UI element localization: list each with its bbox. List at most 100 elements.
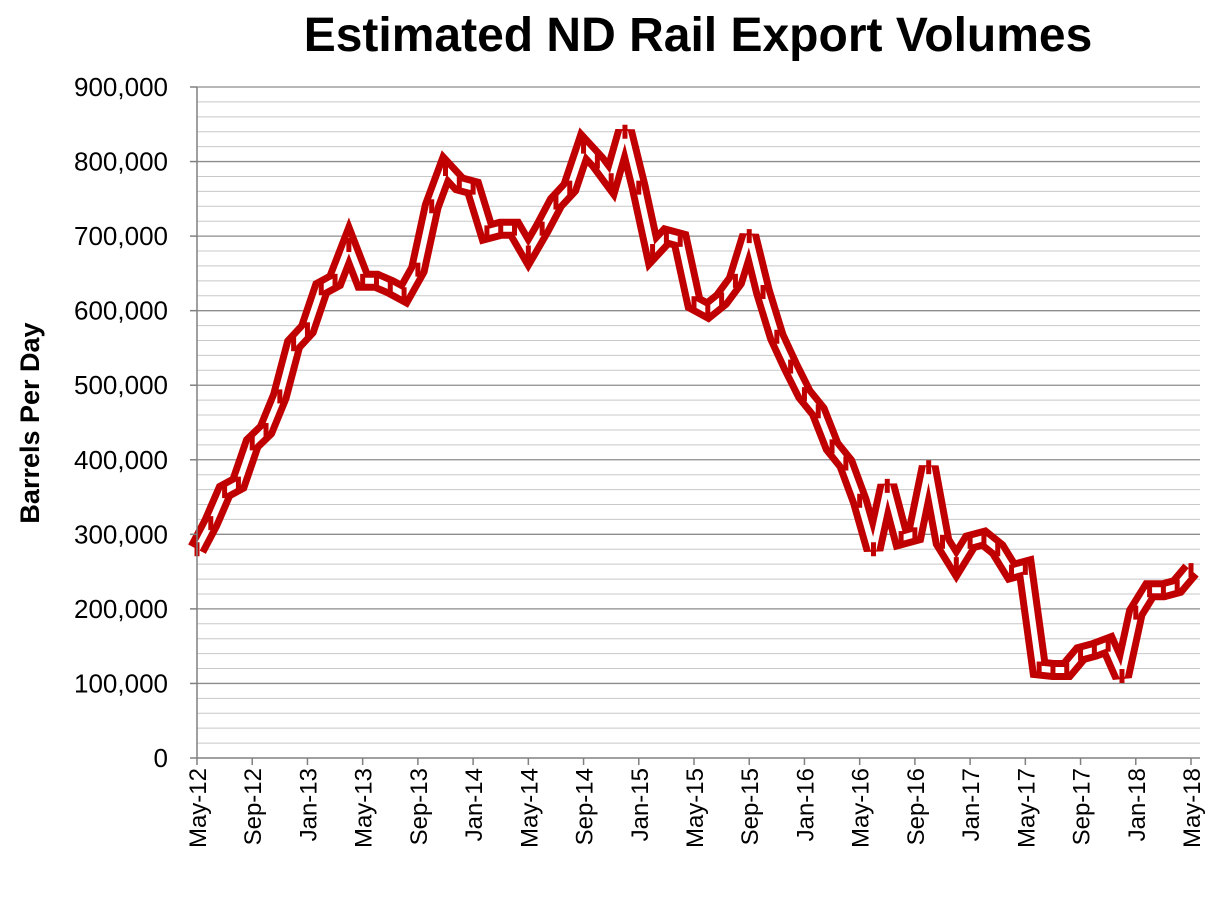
data-point: [484, 225, 490, 240]
data-point: [719, 292, 725, 307]
y-tick-label: 900,000: [74, 72, 168, 102]
data-point: [470, 180, 476, 195]
data-point: [953, 557, 959, 572]
data-point: [857, 493, 863, 508]
data-point: [318, 281, 324, 296]
data-point: [940, 534, 945, 549]
y-tick-label: 800,000: [74, 147, 168, 177]
data-point: [843, 456, 849, 471]
series-layer: [188, 124, 1199, 683]
x-tick-label: Sep-16: [903, 768, 930, 845]
data-point: [360, 273, 366, 288]
data-point: [622, 124, 628, 139]
data-point: [1091, 642, 1097, 657]
data-point: [732, 273, 738, 288]
x-tick-label: Jan-15: [627, 768, 654, 841]
data-point: [415, 262, 421, 277]
data-point: [208, 516, 214, 531]
data-point: [263, 422, 269, 437]
data-point: [1188, 563, 1194, 578]
data-point: [401, 287, 407, 302]
data-point: [1105, 637, 1111, 652]
data-point: [995, 542, 1001, 557]
data-point: [387, 279, 393, 294]
data-point: [581, 139, 587, 154]
data-point: [1133, 605, 1139, 620]
data-point: [594, 154, 600, 169]
x-tick-label: Sep-14: [572, 768, 599, 845]
x-tick-label: May-12: [185, 768, 212, 848]
data-point: [801, 387, 807, 402]
y-tick-label: 600,000: [74, 296, 168, 326]
data-point: [304, 322, 310, 337]
data-point: [815, 404, 821, 419]
data-point: [650, 244, 656, 259]
data-point: [1009, 564, 1015, 579]
data-point: [636, 180, 642, 195]
data-point: [1147, 583, 1153, 598]
data-point: [373, 273, 379, 288]
x-tick-label: May-13: [351, 768, 378, 848]
data-point: [898, 531, 904, 546]
x-tick-label: Jan-13: [295, 768, 322, 841]
x-tick-label: Jan-18: [1124, 768, 1151, 841]
y-tick-label: 400,000: [74, 445, 168, 475]
data-point: [291, 337, 297, 352]
data-point: [981, 531, 987, 546]
y-tick-label: 500,000: [74, 370, 168, 400]
y-tick-label: 200,000: [74, 594, 168, 624]
data-point: [456, 176, 462, 191]
axes: [190, 86, 1200, 765]
data-point: [235, 476, 241, 491]
x-tick-label: May-17: [1013, 768, 1040, 848]
data-point: [1064, 663, 1070, 678]
gridlines: [197, 86, 1200, 744]
data-point: [1119, 668, 1125, 683]
data-point: [1022, 560, 1028, 575]
data-point: [829, 439, 835, 454]
data-point: [691, 296, 697, 311]
data-point: [1078, 646, 1084, 661]
data-point: [677, 232, 683, 247]
x-tick-label: Sep-12: [240, 768, 267, 845]
x-tick-label: Jan-14: [461, 768, 488, 841]
data-point: [429, 199, 435, 214]
chart-title: Estimated ND Rail Export Volumes: [303, 9, 1093, 62]
data-point: [567, 180, 573, 195]
data-point: [1174, 579, 1180, 594]
x-tick-label: Jan-17: [958, 768, 985, 841]
data-point: [222, 484, 228, 499]
data-point: [663, 229, 669, 244]
x-tick-label: May-14: [516, 768, 543, 848]
y-tick-label: 100,000: [74, 668, 168, 698]
data-point: [525, 245, 531, 260]
data-point: [332, 273, 338, 288]
y-axis-label: Barrels Per Day: [15, 322, 45, 523]
y-tick-label: 0: [154, 743, 168, 773]
x-tick-label: Jan-16: [792, 768, 819, 841]
data-point: [249, 436, 255, 451]
data-point: [553, 195, 559, 210]
data-point: [774, 329, 780, 344]
y-tick-label: 700,000: [74, 221, 168, 251]
y-tick-label: 300,000: [74, 519, 168, 549]
data-point: [277, 389, 283, 404]
data-point: [705, 303, 711, 318]
data-point: [346, 238, 352, 253]
data-point: [746, 229, 752, 244]
x-tick-label: Sep-13: [406, 768, 433, 845]
data-point: [760, 285, 766, 300]
x-tick-labels: May-12 Sep-12 Jan-13 May-13 Sep-13 Jan-14 May-…: [185, 768, 1206, 848]
x-tick-label: Sep-15: [737, 768, 764, 845]
data-point: [884, 478, 890, 493]
y-tick-labels: 0 100,000 200,000 300,000 400,000 500,000 600,…: [74, 72, 168, 773]
x-tick-label: May-16: [848, 768, 875, 848]
data-point: [870, 542, 876, 557]
data-point: [443, 162, 448, 177]
data-point: [539, 221, 545, 236]
data-point: [608, 173, 614, 188]
data-point: [1160, 583, 1166, 598]
data-point: [1036, 661, 1042, 676]
x-tick-label: Sep-17: [1069, 768, 1096, 845]
